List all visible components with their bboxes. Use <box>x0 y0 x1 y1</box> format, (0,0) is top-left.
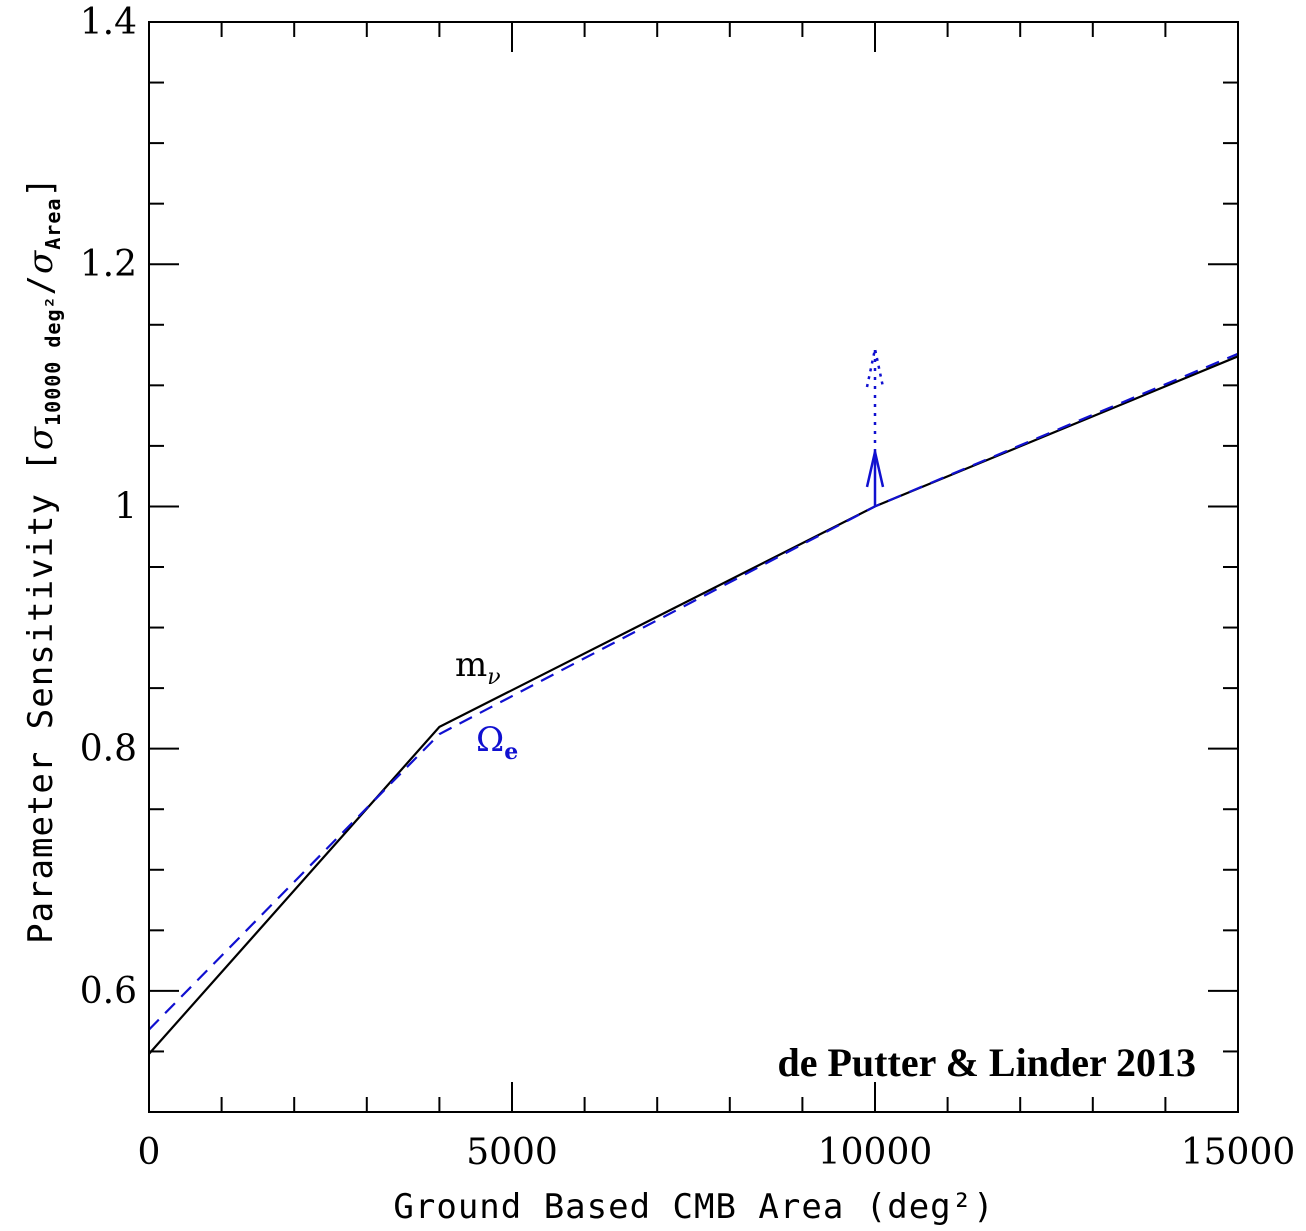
x-tick-label: 15000 <box>1181 1132 1296 1173</box>
series-label-omega-e-main: Ω <box>476 720 504 760</box>
x-axis-title: Ground Based CMB Area (deg²) <box>393 1187 994 1227</box>
y-tick-label: 0.6 <box>80 971 137 1012</box>
y-axis-title-main: Parameter Sensitivity [ <box>21 450 61 944</box>
y-axis-title-den-sub: Area <box>41 198 65 250</box>
y-tick-label: 1 <box>114 486 137 527</box>
y-axis-title-num-sub: 10000 deg² <box>41 295 65 425</box>
y-axis-title: Parameter Sensitivity [σ10000 deg²/σArea… <box>21 176 65 944</box>
series-label-omega-e-sub: e <box>504 739 518 765</box>
series-line-0 <box>148 355 1239 1055</box>
series-label-m-nu-sub: ν <box>487 665 500 690</box>
series-label-m-nu: mν <box>455 645 501 690</box>
plot-frame <box>148 21 1239 1113</box>
series-label-omega-e: Ωe <box>476 720 518 765</box>
y-axis-title-sigma-den: σ <box>21 250 61 274</box>
y-axis-title-close: ] <box>21 176 61 197</box>
y-axis-title-sigma-num: σ <box>21 426 61 450</box>
x-tick-label: 0 <box>138 1132 161 1173</box>
credit-text: de Putter & Linder 2013 <box>778 1040 1197 1085</box>
tick-label-layer: 0 5000 10000 15000 0.6 0.8 1 1.2 1.4 <box>80 2 1296 1173</box>
arrow-dotted-head <box>865 348 885 388</box>
series-line-1 <box>148 352 1239 1031</box>
y-axis-title-slash: / <box>21 274 61 295</box>
series-label-m-nu-main: m <box>455 645 487 685</box>
y-tick-label: 0.8 <box>80 729 137 770</box>
y-tick-label: 1.4 <box>80 2 137 43</box>
x-tick-label: 5000 <box>466 1132 558 1173</box>
svg-text:Parameter Sensitivity [σ10000: Parameter Sensitivity [σ10000 deg²/σArea… <box>21 176 65 944</box>
series-layer <box>148 352 1239 1055</box>
arrow-layer <box>865 348 885 507</box>
x-tick-label: 10000 <box>818 1132 933 1173</box>
y-tick-label: 1.2 <box>80 244 137 285</box>
ticks-layer <box>148 21 1239 1113</box>
